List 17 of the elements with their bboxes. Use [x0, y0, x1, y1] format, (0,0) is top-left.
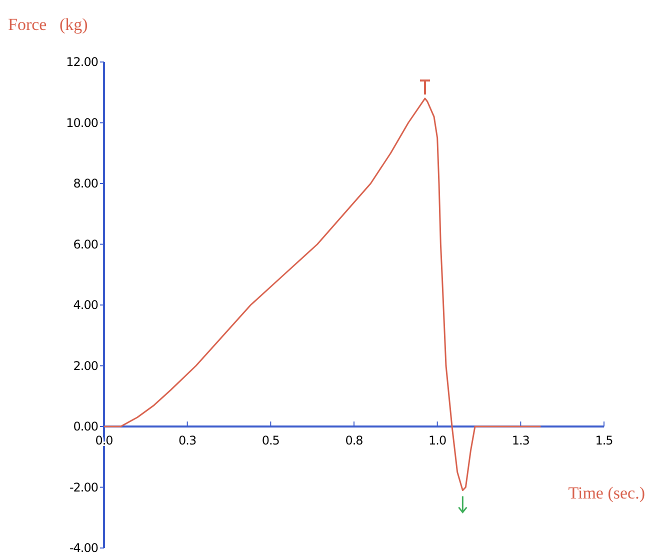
y-tick-label: 0.00	[73, 420, 98, 434]
x-tick-label: 1.0	[428, 434, 446, 448]
y-tick-label: 2.00	[73, 358, 98, 373]
y-axis-title: Force (kg)	[8, 15, 88, 34]
y-tick-label: 12.00	[66, 55, 98, 70]
y-tick-label: 6.00	[73, 237, 98, 252]
y-tick-label: -2.00	[69, 480, 98, 494]
y-tick-label: -4.00	[69, 541, 98, 556]
x-tick-label: 1.5	[595, 434, 613, 448]
x-tick-label: 0.5	[262, 434, 280, 448]
y-tick-label: 8.00	[73, 176, 98, 191]
x-tick-label: 0.3	[178, 434, 196, 448]
x-tick-label: 0.8	[345, 434, 363, 448]
x-tick-label: 1.3	[512, 434, 530, 448]
x-axis-title: Time (sec.)	[568, 484, 645, 502]
y-tick-label: 10.00	[66, 116, 98, 130]
y-tick-label: 4.00	[73, 298, 98, 312]
